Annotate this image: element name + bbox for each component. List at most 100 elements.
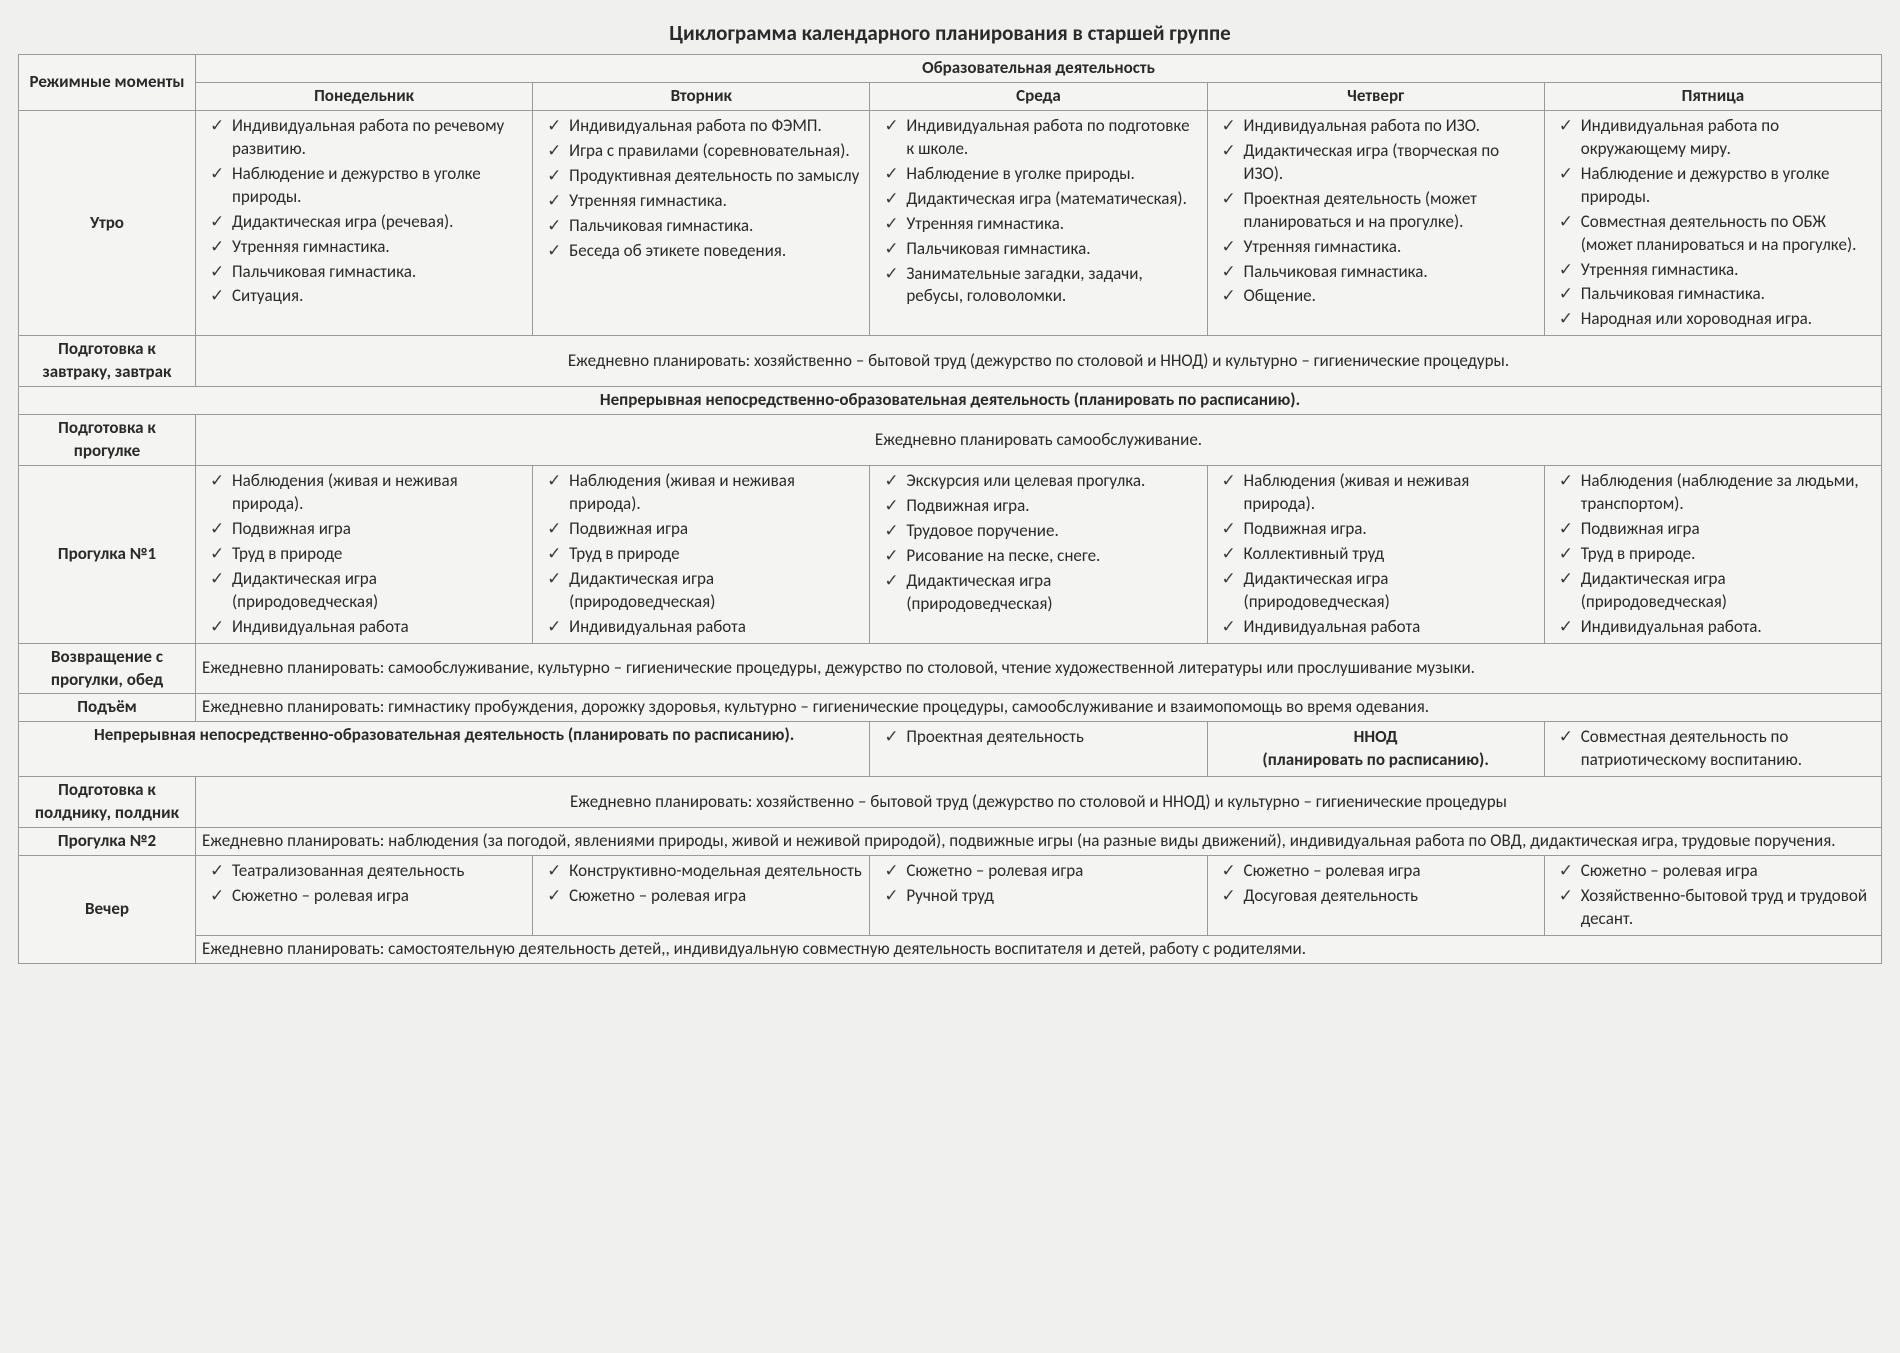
check-item: Сюжетно – ролевая игра [880,860,1200,883]
walk1-thu: Наблюдения (живая и неживая природа).Под… [1207,466,1544,644]
page-title: Циклограмма календарного планирования в … [18,20,1882,46]
check-item: Дидактическая игра (природоведческая) [1555,568,1875,614]
check-item: Сюжетно – ролевая игра [543,885,863,908]
check-item: Утренняя гимнастика. [1218,236,1538,259]
row-morning-label: Утро [19,110,196,335]
afternoon-wed: Проектная деятельность [870,722,1207,777]
check-item: Хозяйственно-бытовой труд и трудовой дес… [1555,885,1875,931]
row-return-label: Возвращение с прогулки, обед [19,643,196,694]
check-item: Индивидуальная работа по ИЗО. [1218,115,1538,138]
check-item: Подвижная игра [206,518,526,541]
check-item: Дидактическая игра (природоведческая) [543,568,863,614]
walk2-text: Ежедневно планировать: наблюдения (за по… [195,828,1881,856]
check-item: Проектная деятельность [880,726,1200,749]
col-thu: Четверг [1207,82,1544,110]
check-item: Ситуация. [206,285,526,308]
row-prepwalk-label: Подготовка к прогулке [19,415,196,466]
col-mon: Понедельник [195,82,532,110]
check-item: Индивидуальная работа по подготовке к шк… [880,115,1200,161]
afternoon-left: Непрерывная непосредственно-образователь… [19,722,870,777]
check-item: Досуговая деятельность [1218,885,1538,908]
check-item: Наблюдение в уголке природы. [880,163,1200,186]
evening-wed: Сюжетно – ролевая играРучной труд [870,856,1207,936]
check-item: Труд в природе [543,543,863,566]
check-item: Рисование на песке, снеге. [880,545,1200,568]
check-item: Наблюдения (наблюдение за людьми, трансп… [1555,470,1875,516]
col-moments: Режимные моменты [19,55,196,111]
check-item: Утренняя гимнастика. [1555,259,1875,282]
schedule-table: Режимные моменты Образовательная деятель… [18,54,1882,964]
check-item: Индивидуальная работа по ФЭМП. [543,115,863,138]
col-fri: Пятница [1544,82,1881,110]
afternoon-thu-title: ННОД [1354,726,1398,747]
check-item: Подвижная игра. [1218,518,1538,541]
check-item: Пальчиковая гимнастика. [206,261,526,284]
return-text: Ежедневно планировать: самообслуживание,… [195,643,1881,694]
check-item: Дидактическая игра (речевая). [206,211,526,234]
check-item: Ручной труд [880,885,1200,908]
walk1-mon: Наблюдения (живая и неживая природа).Под… [195,466,532,644]
check-item: Индивидуальная работа. [1555,616,1875,639]
morning-thu: Индивидуальная работа по ИЗО.Дидактическ… [1207,110,1544,335]
row-walk1-label: Прогулка №1 [19,466,196,644]
evening-fri: Сюжетно – ролевая играХозяйственно-бытов… [1544,856,1881,936]
breakfast-text: Ежедневно планировать: хозяйственно – бы… [195,336,1881,387]
evening-mon: Театрализованная деятельностьСюжетно – р… [195,856,532,936]
check-item: Подвижная игра [543,518,863,541]
check-item: Индивидуальная работа [1218,616,1538,639]
check-item: Пальчиковая гимнастика. [880,238,1200,261]
check-item: Труд в природе. [1555,543,1875,566]
col-wed: Среда [870,82,1207,110]
check-item: Пальчиковая гимнастика. [1218,261,1538,284]
check-item: Индивидуальная работа [543,616,863,639]
check-item: Утренняя гимнастика. [880,213,1200,236]
check-item: Театрализованная деятельность [206,860,526,883]
check-item: Сюжетно – ролевая игра [1218,860,1538,883]
check-item: Индивидуальная работа по речевому развит… [206,115,526,161]
check-item: Наблюдение и дежурство в уголке природы. [206,163,526,209]
check-item: Наблюдение и дежурство в уголке природы. [1555,163,1875,209]
check-item: Беседа об этикете поведения. [543,240,863,263]
check-item: Игра с правилами (соревновательная). [543,140,863,163]
check-item: Дидактическая игра (математическая). [880,188,1200,211]
row-wakeup-label: Подъём [19,694,196,722]
check-item: Наблюдения (живая и неживая природа). [1218,470,1538,516]
check-item: Продуктивная деятельность по замыслу [543,165,863,188]
check-item: Дидактическая игра (природоведческая) [1218,568,1538,614]
evening-footer: Ежедневно планировать: самостоятельную д… [195,935,1881,963]
walk1-tue: Наблюдения (живая и неживая природа).Под… [533,466,870,644]
morning-mon: Индивидуальная работа по речевому развит… [195,110,532,335]
row-snack-label: Подготовка к полднику, полдник [19,777,196,828]
nnod-header: Непрерывная непосредственно-образователь… [19,387,1882,415]
check-item: Дидактическая игра (природоведческая) [880,570,1200,616]
check-item: Подвижная игра [1555,518,1875,541]
check-item: Утренняя гимнастика. [206,236,526,259]
afternoon-thu-sub: (планировать по расписанию). [1262,749,1488,770]
check-item: Общение. [1218,285,1538,308]
check-item: Проектная деятельность (может планироват… [1218,188,1538,234]
check-item: Наблюдения (живая и неживая природа). [206,470,526,516]
check-item: Утренняя гимнастика. [543,190,863,213]
snack-text: Ежедневно планировать: хозяйственно – бы… [195,777,1881,828]
check-item: Дидактическая игра (природоведческая) [206,568,526,614]
row-evening-label: Вечер [19,856,196,964]
check-item: Труд в природе [206,543,526,566]
check-item: Трудовое поручение. [880,520,1200,543]
check-item: Индивидуальная работа по окружающему мир… [1555,115,1875,161]
check-item: Народная или хороводная игра. [1555,308,1875,331]
check-item: Совместная деятельность по патриотическо… [1555,726,1875,772]
col-edu: Образовательная деятельность [195,55,1881,83]
morning-tue: Индивидуальная работа по ФЭМП.Игра с пра… [533,110,870,335]
afternoon-fri: Совместная деятельность по патриотическо… [1544,722,1881,777]
afternoon-thu: ННОД (планировать по расписанию). [1207,722,1544,777]
check-item: Коллективный труд [1218,543,1538,566]
row-breakfast-label: Подготовка к завтраку, завтрак [19,336,196,387]
col-tue: Вторник [533,82,870,110]
check-item: Совместная деятельность по ОБЖ (может пл… [1555,211,1875,257]
walk1-fri: Наблюдения (наблюдение за людьми, трансп… [1544,466,1881,644]
check-item: Занимательные загадки, задачи, ребусы, г… [880,263,1200,309]
morning-wed: Индивидуальная работа по подготовке к шк… [870,110,1207,335]
check-item: Сюжетно – ролевая игра [1555,860,1875,883]
check-item: Пальчиковая гимнастика. [543,215,863,238]
evening-tue: Конструктивно-модельная деятельностьСюже… [533,856,870,936]
